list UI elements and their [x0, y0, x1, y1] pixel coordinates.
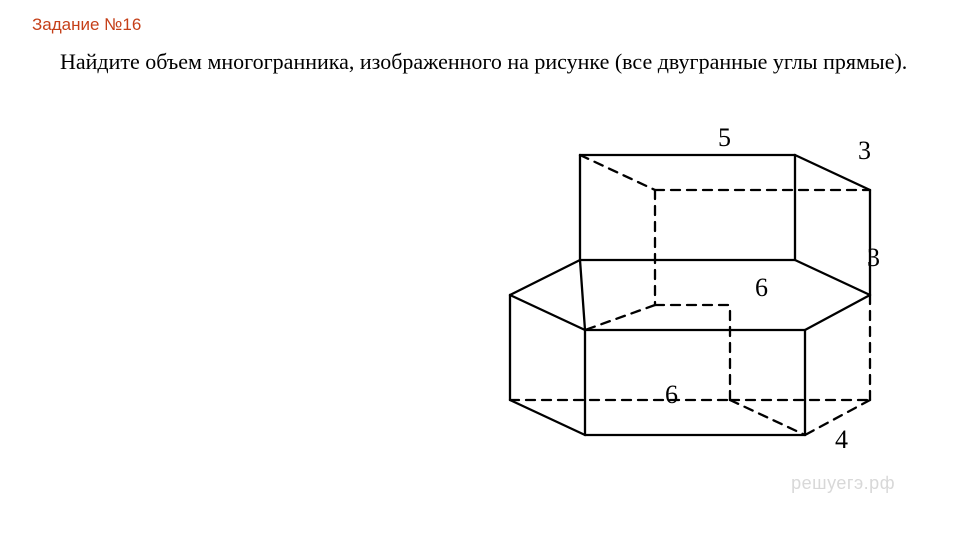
problem-statement: Найдите объем многогранника, изображенно… — [32, 47, 928, 78]
task-heading: Задание №16 — [32, 15, 928, 35]
label-top-depth: 3 — [858, 136, 871, 166]
watermark: решуегэ.рф — [791, 473, 895, 494]
polyhedron-svg — [450, 120, 920, 490]
polyhedron-figure: 5 3 3 6 6 4 — [450, 120, 920, 520]
label-bottom-front: 6 — [665, 380, 678, 410]
label-upper-height: 3 — [867, 243, 880, 273]
label-bottom-depth: 4 — [835, 425, 848, 455]
label-top-width: 5 — [718, 123, 731, 153]
label-middle: 6 — [755, 273, 768, 303]
problem-text-content: Найдите объем многогранника, изображенно… — [60, 49, 907, 74]
